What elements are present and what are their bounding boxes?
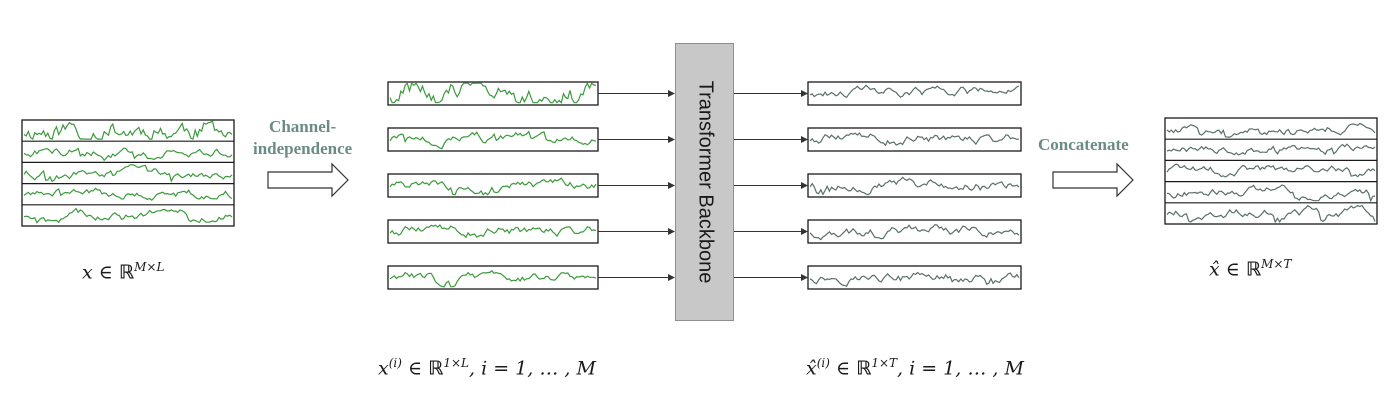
channel-output-exponent: 1×T <box>871 356 898 370</box>
output-series-line <box>1166 122 1376 138</box>
input-channel-series-line <box>389 269 597 288</box>
output-channel-series-line <box>809 271 1020 287</box>
backbone-input-arrow <box>598 228 675 235</box>
output-channel-box <box>807 81 1022 106</box>
input-channel-series-line <box>389 81 597 104</box>
channel-independence-label: Channel- independence <box>253 116 352 160</box>
channel-output-symbol: x̂ <box>806 357 817 380</box>
output-channel-box <box>807 127 1022 152</box>
input-symbol: x <box>82 261 93 284</box>
output-series-line <box>1166 184 1376 203</box>
input-channel-box <box>387 265 599 290</box>
input-channel-series-line <box>389 177 597 196</box>
backbone-output-arrow <box>734 182 808 189</box>
backbone-input-arrow <box>598 136 675 143</box>
output-multichannel-series <box>1164 117 1378 225</box>
channel-output-label: x̂(i) ∈ ℝ1×T, i = 1, … , M <box>806 356 1024 379</box>
concatenate-arrow <box>1052 162 1134 198</box>
output-series-frame <box>1164 117 1378 225</box>
channel-independence-line2: independence <box>253 139 353 158</box>
in-symbol-output: ∈ <box>1225 258 1240 281</box>
channel-independence-arrow <box>267 162 349 198</box>
channel-reals-symbol: ℝ <box>428 357 444 380</box>
channel-input-symbol: x <box>378 357 389 380</box>
channel-input-label: x(i) ∈ ℝ1×L, i = 1, … , M <box>378 356 596 379</box>
input-channel-series-line <box>389 130 597 150</box>
concatenate-label: Concatenate <box>1038 134 1129 156</box>
output-channel-series-line <box>809 176 1020 196</box>
output-channel-series-line <box>809 84 1020 99</box>
input-channel-series-group <box>387 81 599 290</box>
backbone-input-arrow <box>598 90 675 97</box>
input-series-line <box>23 207 233 224</box>
output-series-line <box>1166 143 1376 156</box>
input-channel-series-line <box>389 224 597 239</box>
reals-symbol-output: ℝ <box>1245 258 1262 281</box>
channel-output-superscript: (i) <box>816 356 830 370</box>
channel-output-index-text: , i = 1, … , M <box>897 357 1024 380</box>
backbone-output-arrow <box>734 136 808 143</box>
output-channel-box <box>807 219 1022 244</box>
backbone-input-arrow <box>598 182 675 189</box>
backbone-output-arrow <box>734 90 808 97</box>
output-channel-box <box>807 265 1022 290</box>
input-shape-label: x ∈ ℝM×L <box>82 260 164 283</box>
input-shape-exponent: M×L <box>134 260 165 274</box>
backbone-input-arrows <box>598 90 675 281</box>
transformer-backbone-box: Transformer Backbone <box>675 43 734 321</box>
input-channel-box <box>387 219 599 244</box>
output-symbol: x̂ <box>1209 258 1220 281</box>
channel-in-symbol: ∈ <box>407 357 423 380</box>
backbone-input-arrow <box>598 274 675 281</box>
reals-symbol: ℝ <box>118 261 135 284</box>
in-symbol: ∈ <box>98 261 113 284</box>
backbone-output-arrow <box>734 274 808 281</box>
input-channel-box <box>387 81 599 106</box>
output-shape-exponent: M×T <box>1261 257 1292 271</box>
channel-index-text: , i = 1, … , M <box>469 357 596 380</box>
input-series-line <box>23 164 233 183</box>
output-channel-series-group <box>807 81 1022 290</box>
input-series-line <box>23 120 233 141</box>
output-series-line <box>1166 204 1376 224</box>
output-channel-series-line <box>809 223 1020 241</box>
input-multichannel-series <box>21 119 235 227</box>
output-channel-box <box>807 173 1022 198</box>
input-series-line <box>23 147 233 162</box>
channel-input-superscript: (i) <box>388 356 402 370</box>
backbone-output-arrow <box>734 228 808 235</box>
output-series-line <box>1166 163 1376 178</box>
output-channel-series-line <box>809 132 1020 147</box>
input-series-frame <box>21 119 235 227</box>
input-series-line <box>23 187 233 202</box>
channel-independence-line1: Channel- <box>269 117 337 136</box>
transformer-backbone-label: Transformer Backbone <box>694 80 716 284</box>
output-shape-label: x̂ ∈ ℝM×T <box>1209 257 1291 280</box>
concatenate-text: Concatenate <box>1038 135 1129 154</box>
backbone-output-arrows <box>734 90 808 281</box>
channel-out-reals-symbol: ℝ <box>856 357 872 380</box>
channel-input-exponent: 1×L <box>443 356 469 370</box>
channel-out-in-symbol: ∈ <box>835 357 851 380</box>
